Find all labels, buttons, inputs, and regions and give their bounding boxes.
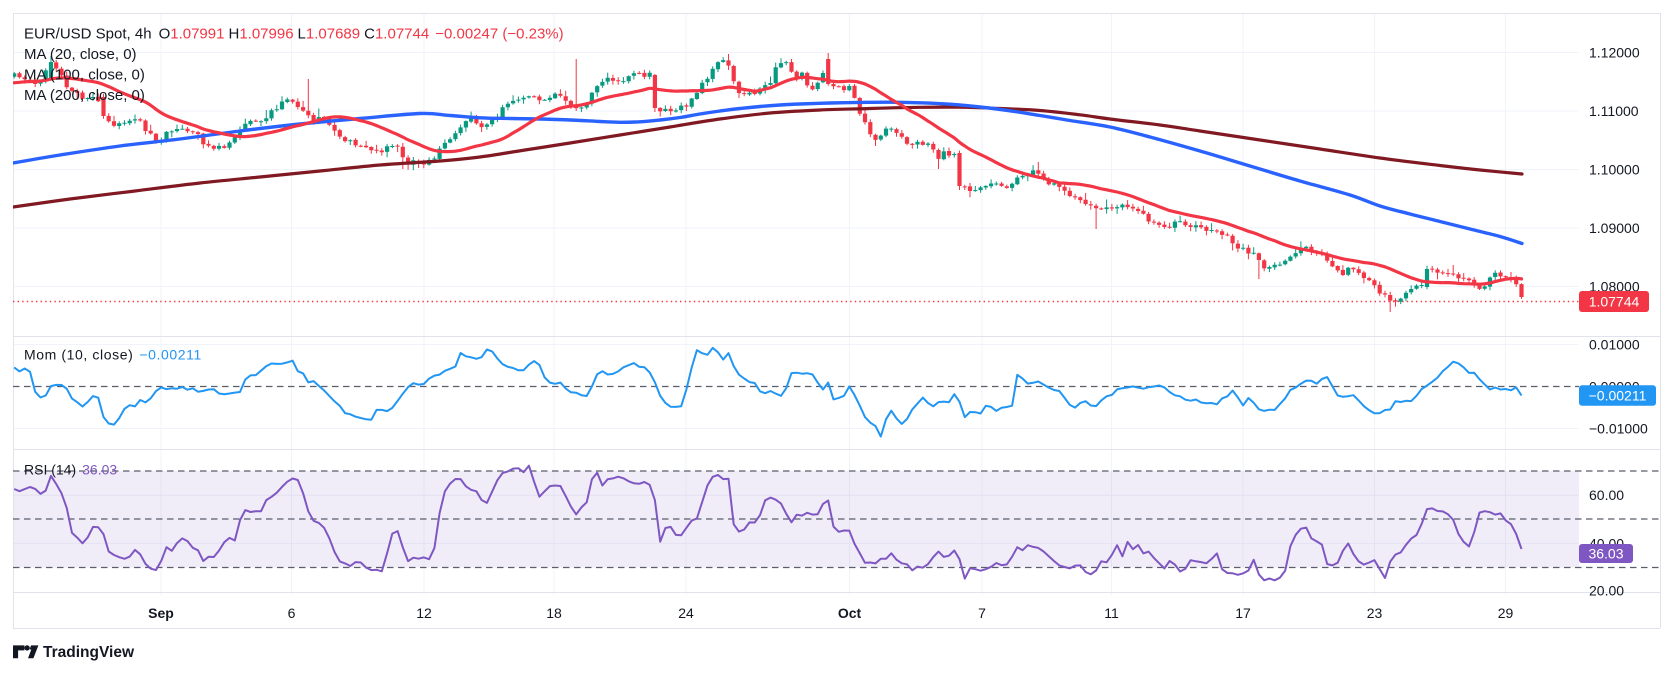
- svg-text:20.00: 20.00: [1589, 583, 1624, 599]
- svg-text:MA (20, close, 0): MA (20, close, 0): [24, 46, 137, 63]
- svg-text:MA (100, close, 0): MA (100, close, 0): [24, 67, 145, 84]
- svg-text:36.03: 36.03: [1588, 546, 1623, 562]
- svg-text:12: 12: [416, 605, 432, 621]
- svg-text:TradingView: TradingView: [43, 644, 135, 661]
- svg-text:MA (200, close, 0): MA (200, close, 0): [24, 87, 145, 104]
- svg-text:1.07744: 1.07744: [1589, 294, 1640, 310]
- svg-text:23: 23: [1367, 605, 1383, 621]
- svg-text:1.08000: 1.08000: [1589, 279, 1640, 295]
- svg-text:7: 7: [978, 605, 986, 621]
- svg-text:1.11000: 1.11000: [1589, 103, 1639, 119]
- svg-text:24: 24: [678, 605, 694, 621]
- svg-text:RSI (14)36.03: RSI (14) 36.03: [24, 462, 117, 478]
- svg-text:−0.01000: −0.01000: [1589, 421, 1648, 437]
- svg-text:6: 6: [288, 605, 296, 621]
- svg-text:1.10000: 1.10000: [1589, 162, 1640, 178]
- svg-text:11: 11: [1104, 605, 1119, 621]
- svg-text:60.00: 60.00: [1589, 487, 1624, 503]
- svg-text:Sep: Sep: [148, 605, 174, 621]
- svg-text:18: 18: [546, 605, 562, 621]
- svg-text:1.09000: 1.09000: [1589, 220, 1640, 236]
- svg-text:−0.00211: −0.00211: [1589, 388, 1647, 404]
- svg-text:29: 29: [1498, 605, 1514, 621]
- svg-text:1.12000: 1.12000: [1589, 45, 1640, 61]
- svg-text:Oct: Oct: [838, 605, 862, 621]
- svg-text:Mom (10, close)−0.00211: Mom (10, close) −0.00211: [24, 347, 202, 363]
- svg-text:17: 17: [1235, 605, 1251, 621]
- svg-text:0.01000: 0.01000: [1589, 337, 1640, 353]
